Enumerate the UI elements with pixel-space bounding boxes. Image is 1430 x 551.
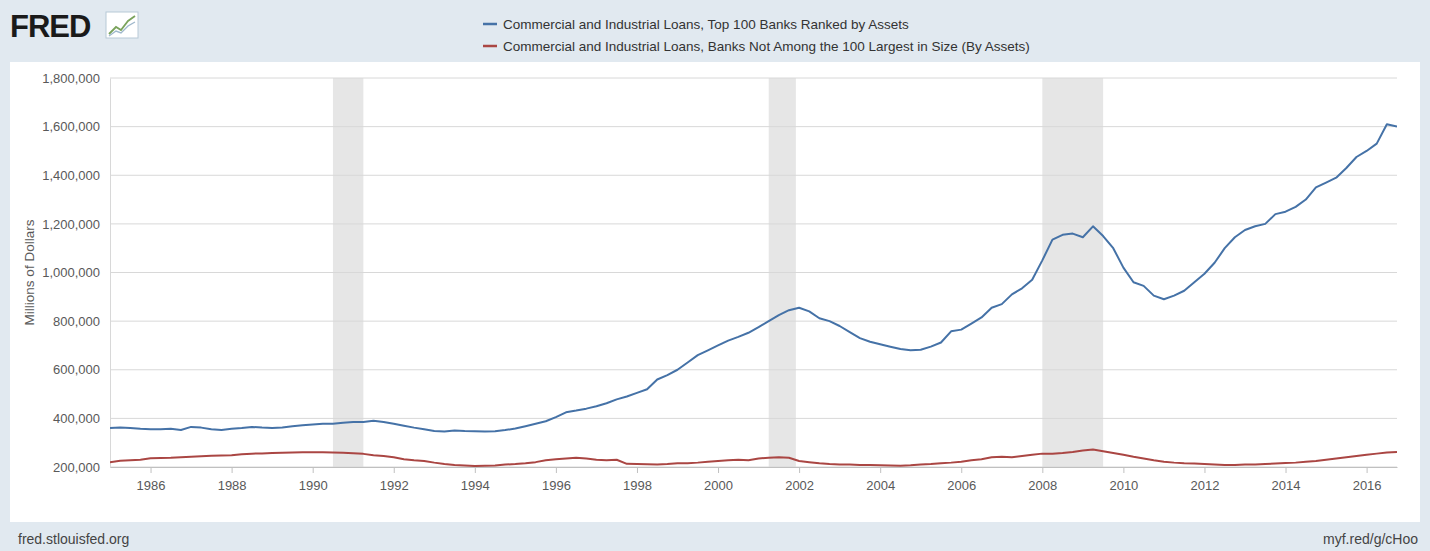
- y-tick-label: 1,800,000: [42, 71, 100, 86]
- grid: [110, 78, 1397, 467]
- y-tick-label: 200,000: [53, 460, 100, 475]
- x-tick-mark: [475, 467, 476, 473]
- x-tick: 1990: [299, 467, 328, 493]
- logo-text: FRED: [10, 9, 91, 44]
- x-tick-mark: [961, 467, 962, 473]
- x-tick: 1992: [380, 467, 409, 493]
- source-text: fred.stlouisfed.org: [18, 531, 129, 547]
- series-line: [110, 449, 1397, 466]
- x-tick: 1986: [137, 467, 166, 493]
- x-tick-mark: [799, 467, 800, 473]
- x-tick-mark: [1042, 467, 1043, 473]
- link-text: myf.red/g/cHoo: [1323, 531, 1418, 547]
- grid-line: [110, 418, 1397, 419]
- page-background: [0, 0, 1430, 551]
- y-tick: 1,200,000: [42, 217, 110, 232]
- y-tick: 1,600,000: [42, 119, 110, 134]
- x-tick: 2016: [1353, 467, 1382, 493]
- x-tick-label: 2016: [1353, 478, 1382, 493]
- grid-line: [110, 175, 1397, 176]
- y-tick: 600,000: [53, 362, 110, 377]
- x-tick-mark: [151, 467, 152, 473]
- x-tick: 2002: [785, 467, 814, 493]
- y-tick-label: 600,000: [53, 362, 100, 377]
- y-tick: 800,000: [53, 314, 110, 329]
- y-tick: 400,000: [53, 411, 110, 426]
- x-tick-label: 1994: [461, 478, 490, 493]
- x-tick-mark: [718, 467, 719, 473]
- legend: Commercial and Industrial Loans, Top 100…: [483, 17, 1030, 54]
- logo-icon-line: [109, 22, 135, 36]
- x-tick-label: 2000: [704, 478, 733, 493]
- chart-container: 200,000 400,000 600,000 800,000 1,000,000 1,2…: [0, 0, 1430, 551]
- x-tick: 1996: [542, 467, 571, 493]
- x-tick: 1994: [461, 467, 490, 493]
- x-tick: 1988: [218, 467, 247, 493]
- y-tick-label: 1,400,000: [42, 168, 100, 183]
- x-tick-mark: [637, 467, 638, 473]
- x-tick-label: 1990: [299, 478, 328, 493]
- y-tick-label: 400,000: [53, 411, 100, 426]
- legend-swatch: [483, 45, 497, 48]
- legend-swatch: [483, 23, 497, 26]
- x-tick: 2000: [704, 467, 733, 493]
- x-tick-label: 2012: [1190, 478, 1219, 493]
- x-tick-mark: [1123, 467, 1124, 473]
- x-tick-mark: [556, 467, 557, 473]
- y-tick: 1,800,000: [42, 71, 110, 86]
- y-tick: 200,000: [53, 460, 110, 475]
- x-axis: 1986 1988 1990 1992 1994 1996 1998 2000 2002 2004…: [111, 467, 1398, 493]
- x-tick-label: 2004: [866, 478, 895, 493]
- series-line: [110, 124, 1397, 431]
- x-tick-mark: [394, 467, 395, 473]
- series-lines: [110, 124, 1397, 466]
- y-tick-label: 1,000,000: [42, 265, 100, 280]
- grid-line: [110, 223, 1397, 224]
- x-tick-mark: [1367, 467, 1368, 473]
- x-tick-label: 1996: [542, 478, 571, 493]
- grid-line: [110, 78, 1397, 79]
- logo-icon: [106, 12, 138, 38]
- y-axis-title: Millions of Dollars: [22, 219, 37, 325]
- x-tick-mark: [1286, 467, 1287, 473]
- x-tick-label: 2010: [1109, 478, 1138, 493]
- x-tick-label: 1998: [623, 478, 652, 493]
- x-tick: 2004: [866, 467, 895, 493]
- y-tick-label: 1,200,000: [42, 217, 100, 232]
- y-axis: 200,000 400,000 600,000 800,000 1,000,000 1,2…: [42, 71, 110, 475]
- y-tick: 1,400,000: [42, 168, 110, 183]
- x-tick: 1998: [623, 467, 652, 493]
- x-tick-label: 1992: [380, 478, 409, 493]
- grid-line: [110, 321, 1397, 322]
- y-tick-label: 1,600,000: [42, 119, 100, 134]
- plot-panel: [10, 62, 1420, 522]
- x-tick: 2010: [1109, 467, 1138, 493]
- y-tick: 1,000,000: [42, 265, 110, 280]
- legend-label: Commercial and Industrial Loans, Top 100…: [503, 17, 909, 32]
- x-axis-line: [111, 467, 1398, 468]
- chart-svg: 200,000 400,000 600,000 800,000 1,000,000 1,2…: [0, 0, 1430, 551]
- x-tick-mark: [880, 467, 881, 473]
- grid-line: [110, 369, 1397, 370]
- x-tick-label: 2014: [1272, 478, 1301, 493]
- x-tick: 2012: [1190, 467, 1219, 493]
- x-tick-label: 1986: [137, 478, 166, 493]
- x-tick-label: 2006: [947, 478, 976, 493]
- logo-icon-frame: [106, 12, 138, 38]
- grid-line: [110, 467, 1397, 468]
- x-tick-mark: [313, 467, 314, 473]
- x-tick: 2006: [947, 467, 976, 493]
- x-tick-mark: [232, 467, 233, 473]
- x-tick: 2014: [1272, 467, 1301, 493]
- x-tick-label: 2008: [1028, 478, 1057, 493]
- y-tick-label: 800,000: [53, 314, 100, 329]
- x-tick: 2008: [1028, 467, 1057, 493]
- y-axis-line: [110, 79, 111, 468]
- legend-label: Commercial and Industrial Loans, Banks N…: [503, 39, 1030, 54]
- x-tick-label: 1988: [218, 478, 247, 493]
- grid-line: [110, 126, 1397, 127]
- x-tick-label: 2002: [785, 478, 814, 493]
- x-tick-mark: [1204, 467, 1205, 473]
